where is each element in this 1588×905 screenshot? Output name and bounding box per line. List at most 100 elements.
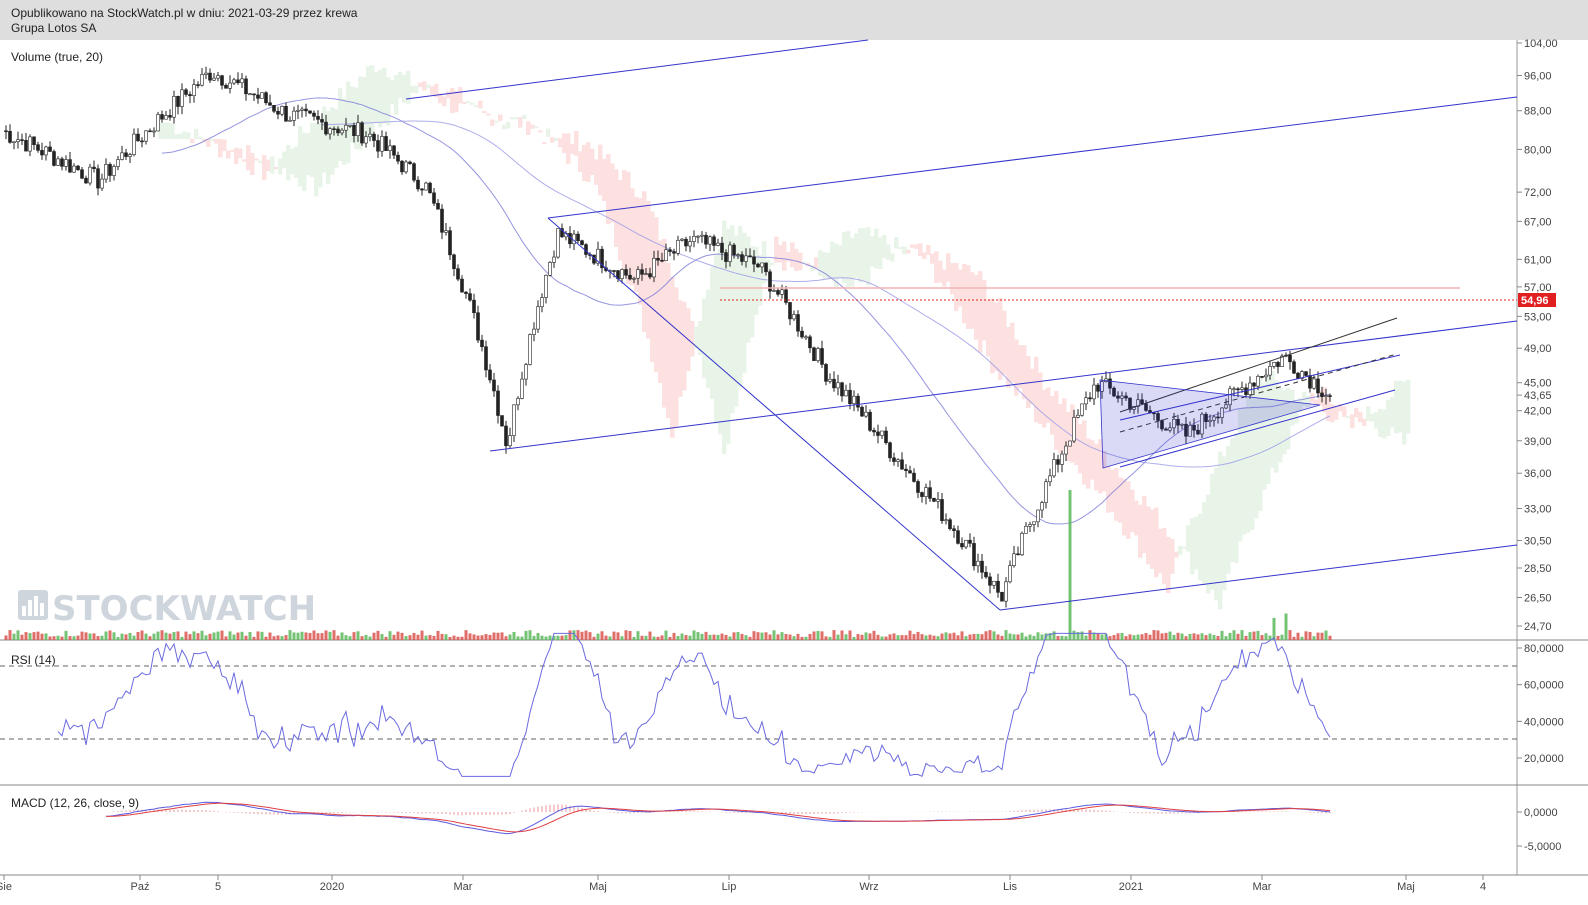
volume-bar	[732, 632, 736, 640]
volume-bar	[700, 633, 704, 640]
volume-bar	[520, 636, 524, 640]
candle-down	[1128, 397, 1132, 410]
candle-down	[496, 390, 500, 416]
candle-up	[736, 254, 740, 256]
volume-bar	[596, 633, 600, 640]
volume-bar	[916, 631, 920, 640]
volume-bar	[80, 631, 84, 640]
volume-bar	[1020, 632, 1024, 640]
volume-bar	[584, 630, 588, 640]
candle-down	[848, 389, 852, 404]
candle-down	[68, 159, 72, 173]
candle-down	[160, 114, 164, 120]
cloud-segment	[810, 265, 815, 272]
candle-up	[1180, 423, 1184, 426]
cloud-segment	[786, 251, 791, 262]
cloud-segment	[562, 133, 567, 154]
cloud-segment	[1114, 468, 1119, 521]
candle-up	[1212, 416, 1216, 421]
last-price-badge	[1518, 293, 1556, 307]
candle-up	[296, 110, 300, 112]
cloud-segment	[674, 287, 679, 428]
cloud-segment	[1370, 413, 1375, 422]
candle-up	[1172, 419, 1176, 429]
cloud-segment	[262, 155, 267, 181]
cloud-segment	[846, 231, 851, 288]
volume-bar	[1244, 635, 1248, 640]
cloud-segment	[1082, 420, 1087, 485]
volume-bar	[560, 635, 564, 640]
cloud-segment	[550, 137, 555, 143]
volume-bar	[200, 630, 204, 640]
volume-bar	[792, 636, 796, 640]
candle-down	[252, 93, 256, 96]
price-tick-label: 39,00	[1524, 436, 1552, 448]
volume-bar	[1076, 632, 1080, 640]
candle-up	[528, 334, 532, 365]
candle-down	[576, 233, 580, 241]
volume-bar	[300, 631, 304, 640]
trendline	[999, 544, 1518, 611]
volume-bar	[856, 634, 860, 640]
cloud-segment	[654, 217, 659, 372]
volume-bar	[1096, 633, 1100, 640]
candle-down	[52, 151, 56, 166]
volume-bar	[1136, 634, 1140, 640]
volume-bar	[532, 635, 536, 640]
volume-bars	[4, 490, 1332, 640]
rsi-tick-label: 40,0000	[1524, 716, 1564, 728]
cloud-segment	[678, 300, 683, 397]
cloud-segment	[982, 279, 987, 341]
candle-down	[188, 94, 192, 96]
candle-down	[808, 336, 812, 349]
candle-down	[264, 92, 268, 104]
volume-bar	[676, 635, 680, 640]
volume-bar	[340, 632, 344, 640]
candle-down	[856, 395, 860, 408]
volume-bar	[1200, 633, 1204, 640]
cloud-segment	[1346, 416, 1351, 419]
cloud-segment	[962, 264, 967, 324]
chart-header: Opublikowano na StockWatch.pl w dniu: 20…	[0, 0, 1588, 40]
volume-bar	[416, 634, 420, 640]
volume-bar	[164, 632, 168, 640]
volume-bar	[832, 630, 836, 640]
candle-down	[456, 268, 460, 280]
candle-down	[740, 254, 744, 262]
volume-bar	[1124, 636, 1128, 640]
volume-bar	[1120, 632, 1124, 640]
volume-bar	[772, 630, 776, 640]
candle-up	[1240, 387, 1244, 390]
cloud-segment	[502, 124, 507, 130]
cloud-segment	[506, 122, 511, 129]
rsi-line	[57, 632, 1331, 778]
candle-up	[636, 269, 640, 279]
volume-bar	[608, 636, 612, 640]
cloud-segment	[1018, 345, 1023, 389]
candle-down	[1260, 376, 1264, 378]
cloud-segment	[250, 152, 255, 175]
candle-down	[408, 161, 412, 164]
candle-up	[936, 499, 940, 502]
candle-up	[516, 398, 520, 406]
candle-down	[308, 110, 312, 114]
candle-down	[1316, 378, 1320, 394]
cloud-segment	[342, 98, 347, 165]
cloud-segment	[886, 244, 891, 260]
volume-bar	[924, 635, 928, 640]
volume-bar	[244, 635, 248, 640]
cloud-segment	[990, 298, 995, 374]
volume-bar	[96, 636, 100, 640]
cloud-segment	[1226, 446, 1231, 574]
volume-bar	[1300, 636, 1304, 640]
candle-down	[96, 168, 100, 189]
candle-down	[1156, 413, 1160, 421]
candle-up	[556, 228, 560, 258]
volume-bar	[624, 630, 628, 640]
cloud-segment	[642, 191, 647, 333]
candle-down	[684, 238, 688, 247]
candle-down	[948, 519, 952, 530]
volume-bar	[264, 636, 268, 640]
cloud-segment	[1138, 504, 1143, 558]
